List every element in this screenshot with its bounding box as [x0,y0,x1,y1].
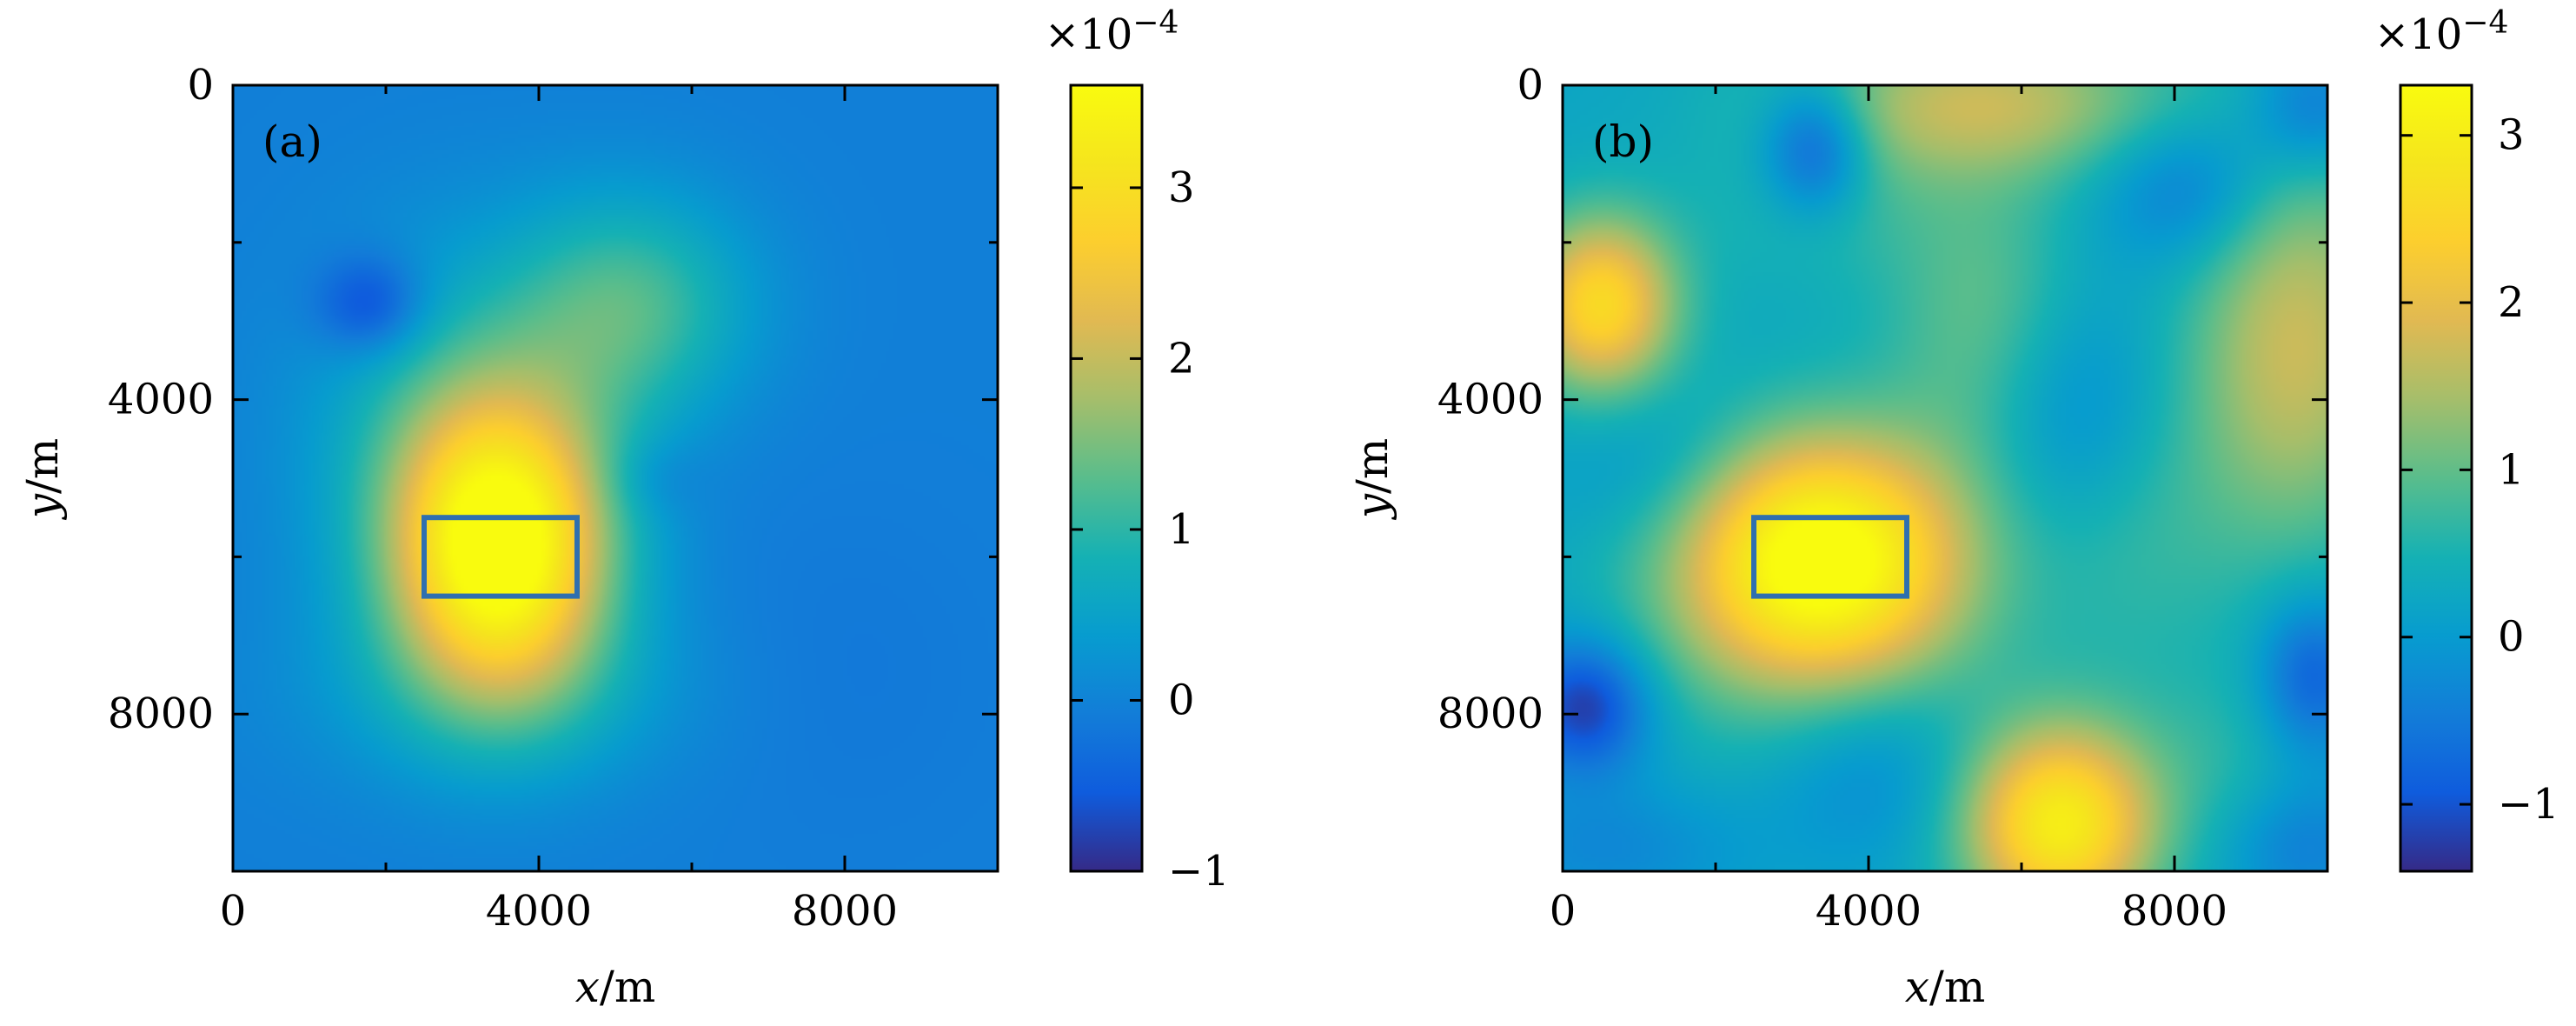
y-tick-label: 0 [1517,61,1544,110]
x-tick-label: 4000 [486,887,592,936]
target-rectangle [422,515,580,599]
y-tick-label: 0 [187,61,214,110]
colorbar-tick-label: 3 [1168,163,1195,212]
colorbar-tick-label: 0 [1168,676,1195,724]
panel-label: (b) [1592,117,1654,167]
colorbar-tick-label: 3 [2498,111,2525,160]
x-axis-label: x/m [575,962,655,1012]
colorbar-tick-label: 2 [2498,278,2525,327]
x-tick-label: 8000 [792,887,898,936]
plot-frame [231,83,999,873]
y-tick-label: 8000 [1437,690,1544,738]
panel-a: 0 4000 8000 0 4000 8000 x/m y/m (a) −1 0 1 2 3 ×10−4 [17,5,1230,1012]
x-tick-label: 0 [220,887,247,936]
x-tick-label: 4000 [1816,887,1922,936]
x-axis-label: x/m [1905,962,1985,1012]
heatmap-image [1563,85,2327,871]
x-tick-label: 8000 [2121,887,2227,936]
colorbar-multiplier: ×10−4 [2374,5,2508,59]
target-rectangle [1751,515,1909,599]
colorbar-tick-label: 1 [2498,445,2525,494]
plot-frame [1561,83,2329,873]
y-tick-label: 4000 [1437,376,1544,424]
colorbar-frame [2399,83,2473,873]
x-tick-label: 0 [1550,887,1577,936]
colorbar-tick-label: 2 [1168,334,1195,383]
panel-label: (a) [262,117,322,167]
y-axis-label: y/m [1347,438,1398,521]
heatmap-image [233,85,998,871]
y-tick-label: 8000 [108,690,214,738]
colorbar-tick-label: −1 [1168,847,1230,896]
y-tick-label: 4000 [108,376,214,424]
colorbar-tick-label: −1 [2498,780,2559,829]
colorbar [2400,85,2472,871]
colorbar-frame [1069,83,1144,873]
panel-b: 0 4000 8000 0 4000 8000 x/m y/m (b) −1 0 1 2 3 ×10−4 [1347,5,2559,1012]
colorbar-multiplier: ×10−4 [1045,5,1178,59]
y-axis-label: y/m [17,438,68,521]
colorbar-tick-label: 1 [1168,505,1195,554]
colorbar [1071,85,1142,871]
colorbar-tick-label: 0 [2498,613,2525,662]
